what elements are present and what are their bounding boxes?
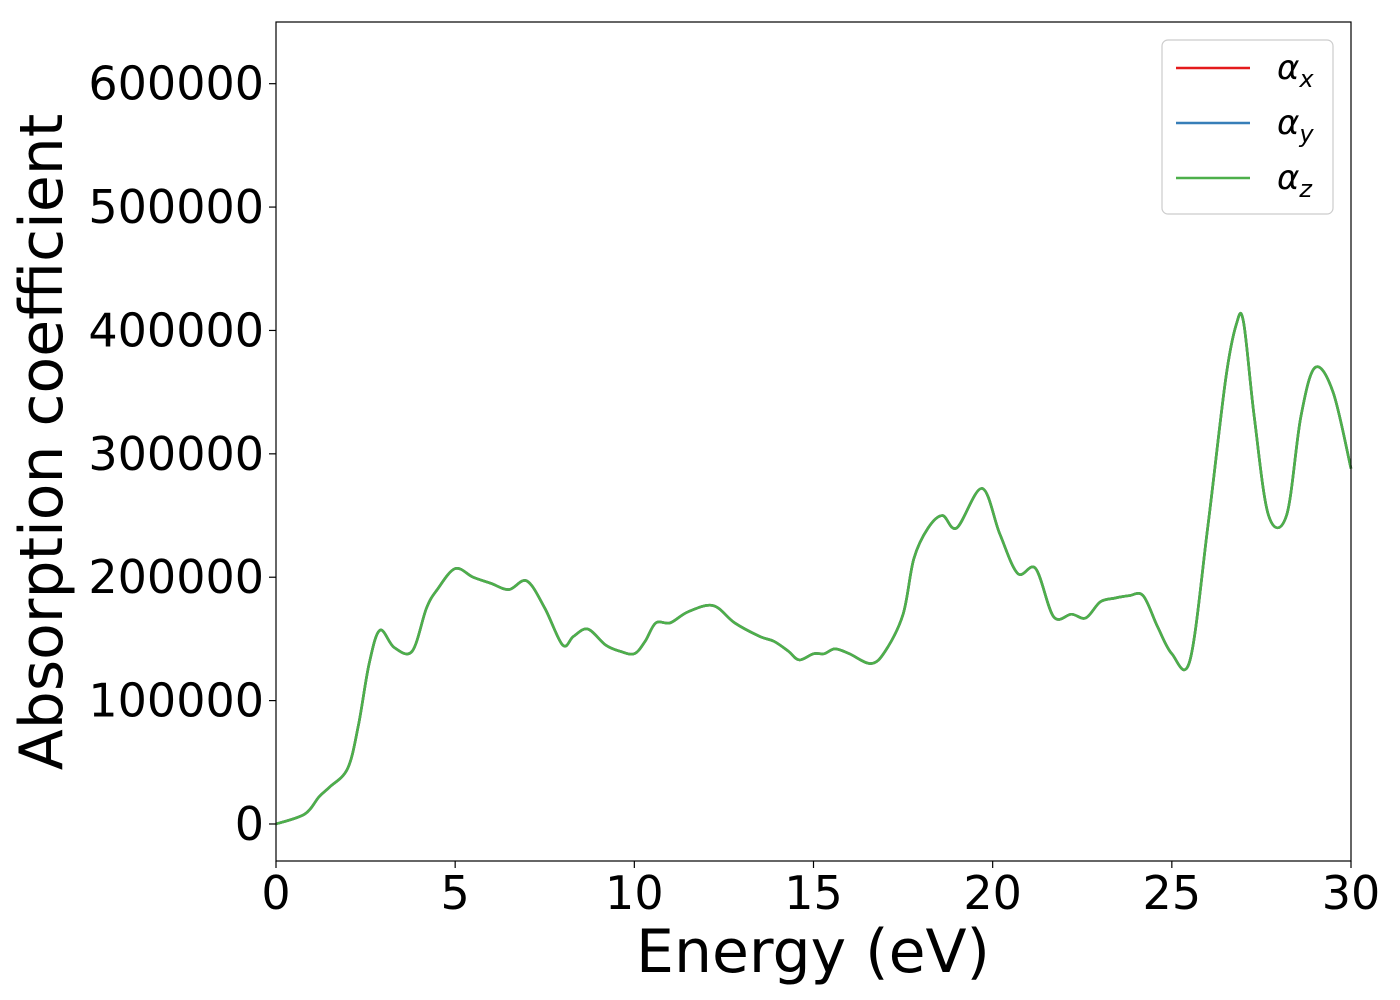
series-line-3 — [275, 311, 1353, 826]
y-axis-label: Absorption coefficient — [7, 114, 77, 771]
x-axis-label: Energy (eV) — [636, 917, 990, 987]
x-tick-label: 20 — [963, 866, 1022, 920]
y-tick-label: 100000 — [88, 674, 264, 728]
legend-box — [1161, 39, 1334, 215]
y-tick-label: 200000 — [88, 550, 264, 604]
y-tick-label: 400000 — [88, 303, 264, 357]
series-layer — [275, 311, 1353, 826]
x-tick-label: 30 — [1322, 866, 1381, 920]
y-tick-label: 0 — [235, 797, 264, 851]
y-axis: 0 100000 200000 300000 400000 500000 600000 — [88, 57, 276, 851]
x-tick-label: 10 — [605, 866, 664, 920]
x-tick-label: 0 — [261, 866, 290, 920]
y-tick-label: 600000 — [88, 57, 264, 111]
x-axis: 0 5 10 15 20 25 30 — [261, 861, 1380, 920]
series-line-1 — [275, 311, 1353, 826]
y-tick-label: 300000 — [88, 427, 264, 481]
series-line-2 — [275, 311, 1353, 826]
x-tick-label: 25 — [1143, 866, 1202, 920]
y-tick-label: 500000 — [88, 180, 264, 234]
x-tick-label: 15 — [784, 866, 843, 920]
x-tick-label: 5 — [441, 866, 470, 920]
